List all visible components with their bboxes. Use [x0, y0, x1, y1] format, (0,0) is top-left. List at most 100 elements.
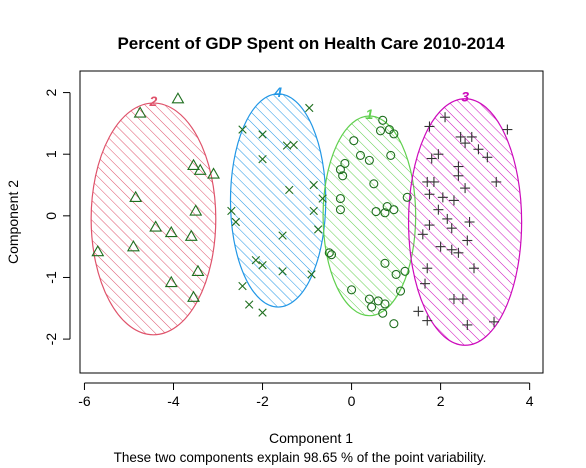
- point-circle: [391, 269, 401, 279]
- point-x: [318, 194, 327, 203]
- point-plus: [424, 220, 435, 231]
- point-circle: [364, 155, 374, 165]
- point-circle: [335, 194, 345, 204]
- point-plus: [453, 247, 464, 258]
- point-circle: [400, 266, 410, 276]
- point-x: [289, 140, 298, 150]
- point-plus: [473, 144, 484, 155]
- point-circle: [324, 248, 334, 258]
- point-plus: [433, 204, 444, 215]
- x-axis: -6 -4 -2 0 2 4: [78, 382, 534, 409]
- point-triangle: [91, 244, 105, 257]
- point-plus: [468, 263, 479, 274]
- point-circle: [335, 205, 345, 215]
- point-circle: [349, 136, 359, 146]
- cluster-label-1: 1: [365, 106, 373, 122]
- point-plus: [417, 229, 428, 240]
- point-plus: [433, 149, 444, 160]
- point-triangle: [193, 163, 207, 175]
- cluster-ellipse-1: [322, 115, 417, 317]
- point-plus: [460, 183, 471, 194]
- cluster-label-4: 4: [273, 84, 282, 100]
- point-plus: [422, 263, 433, 274]
- point-plus: [435, 241, 446, 252]
- point-circle: [380, 258, 390, 268]
- point-plus: [420, 278, 431, 289]
- point-circle: [371, 206, 381, 217]
- point-plus: [442, 213, 453, 224]
- point-x: [282, 141, 292, 150]
- point-circle: [389, 319, 399, 329]
- point-triangle: [187, 290, 200, 302]
- point-circle: [369, 179, 379, 189]
- point-circle: [326, 250, 337, 260]
- point-plus: [464, 217, 475, 227]
- point-circle: [386, 150, 396, 160]
- point-circle: [338, 171, 348, 181]
- point-plus: [453, 170, 464, 181]
- point-x: [227, 206, 236, 216]
- point-plus: [466, 131, 477, 142]
- point-circle: [380, 208, 390, 218]
- x-tick-label: 0: [348, 393, 356, 409]
- point-plus: [422, 315, 433, 326]
- point-plus: [446, 223, 457, 234]
- y-tick-label: -2: [43, 333, 59, 346]
- point-plus: [482, 152, 493, 163]
- point-circle: [378, 308, 388, 318]
- point-plus: [460, 138, 471, 149]
- point-plus: [448, 294, 459, 305]
- point-triangle: [191, 264, 205, 276]
- point-x: [285, 185, 294, 195]
- point-plus: [455, 131, 466, 142]
- point-triangle: [207, 167, 221, 179]
- x-tick-label: -4: [167, 393, 180, 409]
- x-tick-label: -2: [256, 393, 269, 409]
- cluster-labels: 2 4 1 3: [149, 84, 470, 122]
- point-x: [231, 217, 241, 227]
- point-triangle: [129, 190, 143, 203]
- y-tick-label: 0: [43, 212, 59, 220]
- point-circle: [395, 286, 406, 296]
- y-tick-label: 1: [43, 150, 59, 158]
- point-x: [238, 281, 247, 291]
- point-x: [278, 267, 287, 276]
- point-plus: [457, 294, 468, 305]
- point-plus: [453, 161, 464, 172]
- point-circle: [389, 205, 399, 215]
- cluster-label-2: 2: [149, 93, 158, 109]
- point-circle: [367, 302, 377, 312]
- point-x: [313, 225, 323, 234]
- point-circle: [378, 115, 388, 125]
- x-tick-label: 4: [526, 393, 534, 409]
- point-plus: [413, 306, 424, 317]
- point-x: [251, 256, 261, 265]
- point-x: [309, 206, 318, 216]
- point-triangle: [187, 158, 200, 170]
- point-circle: [380, 299, 390, 309]
- cluster-ellipse-2: [90, 102, 217, 336]
- chart-subtitle: These two components explain 98.65 % of …: [114, 450, 487, 465]
- x-tick-label: 2: [437, 393, 445, 409]
- point-triangle: [164, 225, 178, 238]
- point-plus: [491, 176, 502, 187]
- point-triangle: [189, 204, 203, 216]
- point-circle: [347, 285, 357, 295]
- point-plus: [448, 195, 459, 206]
- point-circle: [355, 150, 366, 160]
- point-circle: [389, 129, 399, 139]
- point-circle: [402, 192, 412, 202]
- point-plus: [440, 112, 451, 123]
- point-circle: [364, 294, 374, 304]
- point-triangle: [171, 92, 185, 104]
- point-plus: [446, 244, 457, 255]
- x-tick-label: -6: [78, 393, 91, 409]
- point-x: [238, 125, 247, 134]
- y-axis: -2 -1 0 1 2: [43, 88, 71, 346]
- point-plus: [489, 316, 500, 327]
- y-tick-label: -1: [43, 271, 59, 284]
- point-triangle: [184, 229, 198, 241]
- data-points: [91, 92, 513, 330]
- y-axis-title: Component 2: [5, 180, 21, 264]
